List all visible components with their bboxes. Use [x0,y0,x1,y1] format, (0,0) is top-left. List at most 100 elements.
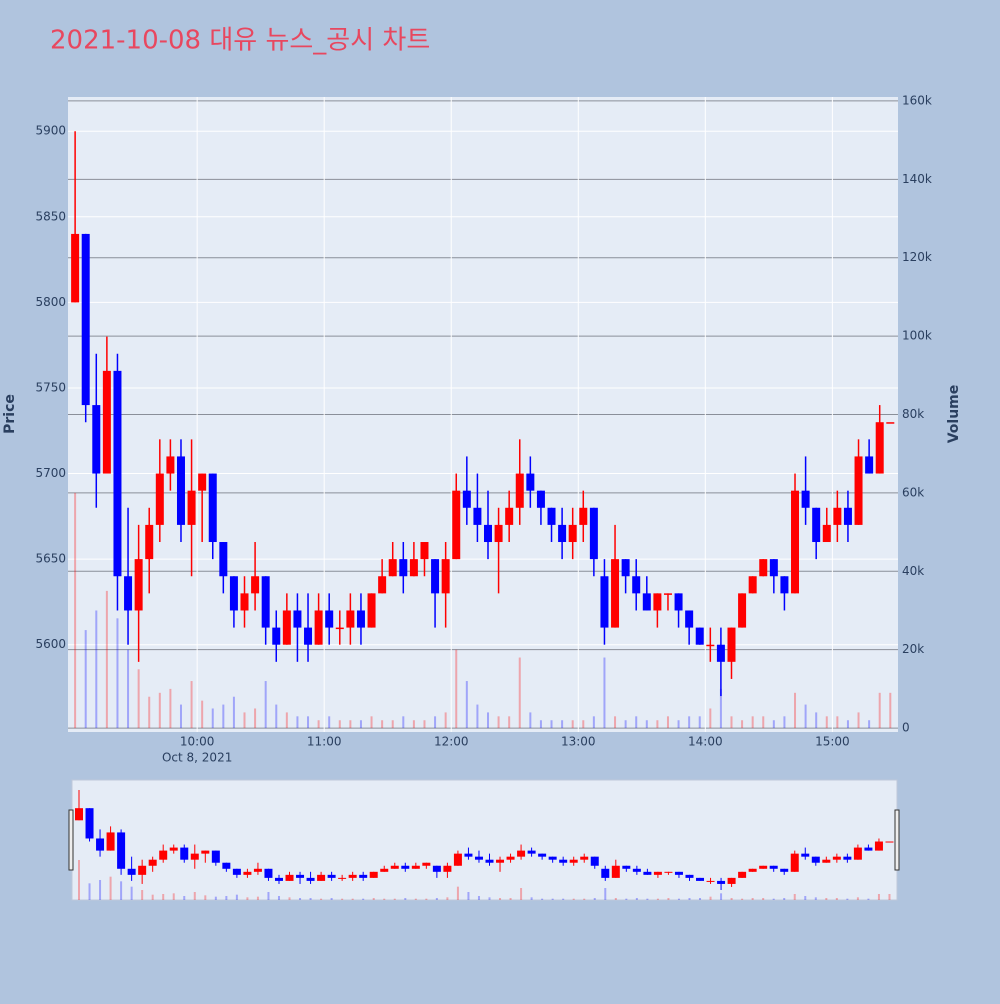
candle-body [568,524,577,543]
volume-bar [889,692,892,729]
slider-volume-bar [856,897,859,900]
slider-body [601,868,610,878]
candle-body [251,576,260,594]
slider-volume-bar [825,898,828,900]
candle-body [113,370,122,577]
slider-body [369,871,378,878]
candle-body [621,559,630,577]
volume-bar [201,700,204,729]
volume-bar [222,704,225,729]
slider-body [864,847,873,851]
slider-volume-bar [656,898,659,900]
candle-body [589,507,598,560]
slider-body [611,865,620,878]
y2-tick-label: 140k [902,172,932,186]
volume-bar [232,696,235,729]
slider-volume-bar [635,898,638,900]
volume-bar [328,716,331,729]
slider-volume-bar [372,898,375,900]
slider-body [569,859,578,863]
slider-body [85,808,94,839]
slider-body [75,808,83,821]
slider-volume-bar [593,898,596,900]
volume-bar [709,708,712,729]
slider-volume-bar [320,898,323,900]
slider-body [296,874,305,878]
slider-body [306,877,315,881]
slider-volume-bar [804,896,807,900]
slider-volume-bar [341,898,344,900]
candle-body [166,456,175,474]
slider-volume-bar [425,898,428,900]
volume-bar [370,716,373,729]
y2-axis-title: Volume [946,385,962,444]
slider-volume-bar [688,898,691,900]
slider-body [653,871,662,875]
candle-body [886,422,895,424]
candle-body [642,593,651,611]
candle-body [674,593,683,611]
slider-volume-bar [309,898,312,900]
slider-handle[interactable] [894,809,900,871]
slider-volume-bar [709,896,712,900]
x-tick-label: 11:00 [307,735,342,749]
slider-volume-bar [78,860,80,900]
slider-volume-bar [267,892,270,900]
candle-body [462,490,471,508]
volume-bar [666,716,669,729]
slider-volume-bar [172,893,175,900]
candle-body [780,576,789,594]
y-tick-label: 5700 [35,466,66,480]
slider-body [253,868,262,872]
volume-bar [582,720,585,729]
slider-volume-bar [646,898,649,900]
slider-body [432,865,441,872]
slider-volume-bar [625,898,628,900]
volume-bar [338,720,341,729]
candle-body [325,610,334,628]
slider-volume-bar [404,898,407,900]
candle-body [71,233,80,303]
slider-body [243,871,252,875]
volume-bar [465,681,468,729]
volume-bar [116,618,119,729]
slider-body [485,859,494,863]
volume-bar [645,720,648,729]
y2-tick-label: 40k [902,564,924,578]
y2-tick-label: 100k [902,329,932,343]
slider-volume-bar [183,896,186,900]
slider-volume-bar [214,896,217,900]
candle-body [505,507,514,525]
slider-body [232,868,241,875]
candle-body [653,593,662,611]
slider-handle[interactable] [68,809,74,871]
slider-body [780,868,789,872]
slider-body [327,874,336,878]
slider-body [580,856,589,860]
candle-body [335,627,344,630]
candle-body [854,456,863,525]
slider-volume-bar [488,897,491,900]
y2-tick-label: 120k [902,250,932,264]
volume-bar [698,716,701,729]
candle-body [748,576,757,594]
range-slider[interactable] [71,779,898,901]
slider-volume-bar [162,894,165,900]
slider-volume-bar [551,898,554,900]
candle-body [833,507,842,525]
y-tick-label: 5650 [35,552,66,566]
slider-body [285,874,294,881]
slider-volume-bar [456,886,459,900]
candle-body [515,473,524,508]
volume-bar [74,492,77,729]
slider-body [148,859,157,866]
slider-body [180,847,189,860]
candle-body [92,405,101,474]
candle-body [378,576,387,594]
volume-bar [825,716,828,729]
slider-body [843,856,852,860]
volume-bar [688,716,691,729]
y-tick-label: 5800 [35,295,66,309]
slider-volume-bar [762,898,765,900]
volume-bar [624,720,627,729]
